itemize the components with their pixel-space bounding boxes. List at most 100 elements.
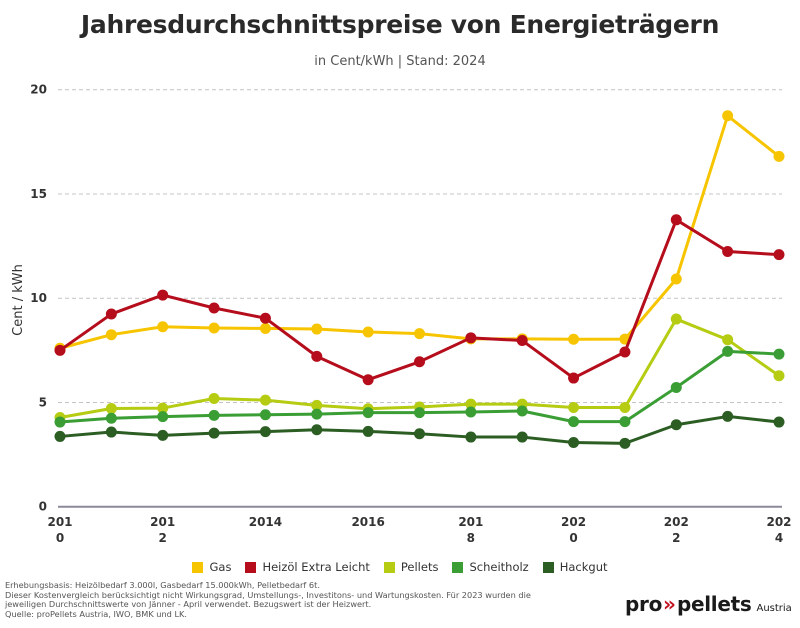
- x-tick-line: 202: [664, 515, 689, 529]
- x-tick-line: 0: [56, 531, 64, 545]
- x-tick-label: 202 4: [766, 515, 791, 545]
- x-tick-label: 2014: [249, 515, 282, 529]
- y-axis-label: Cent / kWh: [11, 264, 26, 336]
- data-point: [465, 398, 477, 410]
- data-point: [465, 332, 477, 344]
- data-point: [619, 401, 631, 413]
- data-point: [208, 427, 220, 439]
- legend-swatch-icon: [542, 561, 554, 573]
- legend-label: Gas: [209, 560, 232, 574]
- data-point: [773, 150, 785, 162]
- legend-item[interactable]: Hackgut: [542, 560, 608, 574]
- data-point: [568, 372, 580, 384]
- data-point: [311, 424, 323, 436]
- data-point: [773, 370, 785, 382]
- x-tick-line: 4: [775, 531, 783, 545]
- data-point: [722, 245, 734, 257]
- data-point: [414, 428, 425, 440]
- data-point: [516, 335, 528, 347]
- legend-swatch-icon: [245, 561, 257, 573]
- legend-swatch-icon: [192, 561, 204, 573]
- data-point: [362, 374, 374, 386]
- data-point: [722, 334, 734, 346]
- data-point: [259, 394, 271, 406]
- data-point: [311, 323, 323, 335]
- series-scheitholz: [54, 345, 785, 428]
- legend-item[interactable]: Scheitholz: [452, 560, 529, 574]
- series-hackgut: [54, 410, 785, 449]
- data-point: [362, 425, 374, 437]
- footnote-line: Dieser Kostenvergleich berücksichtigt ni…: [5, 589, 531, 600]
- data-point: [54, 430, 66, 442]
- y-tick-label: 20: [30, 83, 47, 97]
- footnote-line: jeweiligen Durchschnittswerte von Jänner…: [5, 599, 372, 610]
- x-tick-label: 2016: [351, 515, 384, 529]
- data-point: [259, 409, 271, 421]
- chart-title: Jahresdurchschnittspreise von Energieträ…: [80, 10, 720, 39]
- data-point: [414, 356, 425, 368]
- legend-label: Scheitholz: [469, 560, 529, 574]
- x-tick-line: 202: [561, 515, 586, 529]
- x-tick-label: 202 0: [561, 515, 586, 545]
- legend-item[interactable]: Gas: [192, 560, 231, 574]
- logo-text-pellets: pellets: [676, 592, 752, 616]
- footnote: Erhebungsbasis: Heizölbedarf 3.000l, Gas…: [5, 580, 605, 619]
- legend-swatch-icon: [383, 561, 395, 573]
- y-tick-label: 0: [39, 500, 47, 514]
- legend-item[interactable]: Heizöl Extra Leicht: [245, 560, 370, 574]
- x-tick-line: 201: [150, 515, 175, 529]
- x-tick-line: 202: [766, 515, 791, 529]
- series-lines: [54, 110, 785, 449]
- data-point: [670, 273, 682, 285]
- data-point: [362, 407, 374, 419]
- x-tick-line: 8: [467, 531, 475, 545]
- x-tick-line: 2: [672, 531, 680, 545]
- data-point: [516, 405, 528, 417]
- series-heiz-l-extra-leicht: [54, 214, 785, 386]
- y-tick-label: 5: [39, 395, 47, 409]
- data-point: [516, 431, 528, 443]
- data-point: [362, 326, 374, 338]
- data-point: [414, 407, 425, 419]
- data-point: [722, 410, 734, 422]
- y-tick-label: 15: [30, 187, 47, 201]
- x-tick-line: 201: [47, 515, 72, 529]
- data-point: [722, 110, 734, 122]
- data-point: [208, 392, 220, 404]
- x-tick-label: 201 8: [458, 515, 483, 545]
- data-point: [54, 416, 66, 428]
- data-point: [259, 312, 271, 324]
- legend-item[interactable]: Pellets: [383, 560, 439, 574]
- data-point: [157, 321, 169, 333]
- data-point: [105, 402, 117, 414]
- x-tick-label: 201 2: [150, 515, 175, 545]
- propellets-logo: pro » pellets Austria: [625, 592, 792, 616]
- data-point: [568, 401, 580, 413]
- y-tick-label: 10: [30, 291, 47, 305]
- data-point: [259, 426, 271, 438]
- data-point: [670, 313, 682, 325]
- data-point: [311, 399, 323, 411]
- data-point: [414, 328, 425, 340]
- data-point: [773, 249, 785, 261]
- legend-swatch-icon: [452, 561, 464, 573]
- logo-text-austria: Austria: [756, 603, 792, 614]
- data-point: [208, 322, 220, 334]
- legend-label: Pellets: [400, 560, 439, 574]
- x-tick-label: 201 0: [47, 515, 72, 545]
- x-tick-line: 201: [458, 515, 483, 529]
- data-point: [157, 289, 169, 301]
- legend-label: Heizöl Extra Leicht: [262, 560, 370, 574]
- footnote-line: Quelle: proPellets Austria, IWO, BMK und…: [5, 608, 188, 619]
- x-tick-line: 2016: [351, 515, 384, 529]
- data-point: [157, 402, 169, 414]
- chart-subtitle: in Cent/kWh | Stand: 2024: [314, 54, 486, 69]
- series-line: [59, 218, 780, 382]
- data-point: [568, 436, 580, 448]
- x-tick-line: 2: [159, 531, 167, 545]
- data-point: [105, 426, 117, 438]
- data-point: [105, 329, 117, 341]
- data-point: [568, 416, 580, 428]
